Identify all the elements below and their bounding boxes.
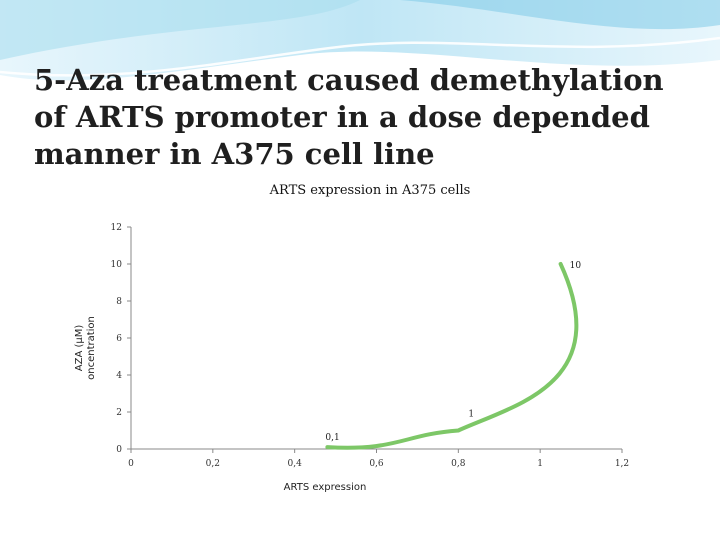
y-tick-label: 12	[111, 223, 122, 233]
y-tick-label: 8	[116, 297, 122, 307]
banner-wave-accent	[0, 0, 360, 60]
header-banner	[0, 0, 720, 81]
x-tick-labels: 0 0,2 0,4 0,6 0,8 1 1,2	[128, 459, 629, 469]
x-tick-label: 0,2	[206, 459, 220, 469]
y-tick-labels: 0 2 4 6 8 10 12	[111, 223, 123, 455]
x-tick-label: 0	[128, 459, 134, 469]
data-label: 0,1	[325, 433, 339, 443]
x-tick-label: 0,8	[451, 459, 466, 469]
y-tick-label: 6	[116, 334, 122, 344]
chart-title: ARTS expression in A375 cells	[269, 183, 471, 198]
x-tick-label: 0,4	[288, 459, 303, 469]
x-tick-label: 1	[537, 459, 543, 469]
x-tick-label: 0,6	[369, 459, 384, 469]
data-label: 10	[570, 261, 582, 271]
series-line	[325, 262, 579, 450]
chart-axes	[127, 226, 623, 453]
y-axis-label: AZA (μM)oncentration	[74, 316, 97, 380]
y-tick-label: 2	[116, 408, 122, 418]
data-labels: 0,1 1 10	[325, 261, 581, 443]
y-tick-label: 4	[116, 371, 122, 381]
slide-title: 5-Aza treatment caused demethylation of …	[34, 63, 664, 171]
banner-wave-line	[0, 36, 720, 77]
y-tick-label: 10	[111, 260, 123, 270]
banner-wave-right	[400, 0, 720, 30]
data-label: 1	[468, 410, 474, 420]
y-axis-label-line: oncentration	[86, 316, 97, 380]
y-tick-label: 0	[116, 445, 122, 455]
x-tick-label: 1,2	[615, 459, 629, 469]
x-axis-label: ARTS expression	[284, 482, 367, 493]
y-axis-label-line: AZA (μM)	[74, 325, 85, 372]
